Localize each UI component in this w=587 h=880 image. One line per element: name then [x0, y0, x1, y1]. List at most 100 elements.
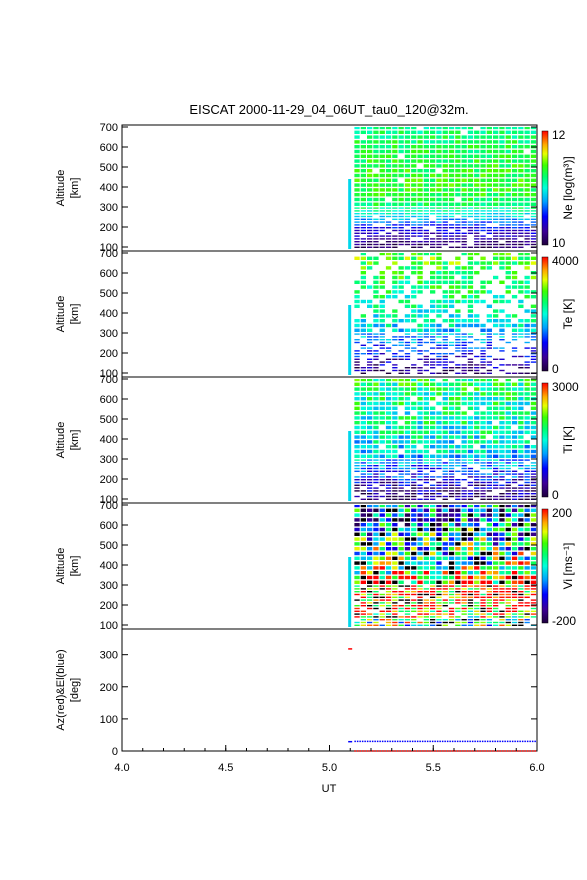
heatmap-cell [430, 621, 436, 624]
heatmap-cell [455, 406, 461, 410]
heatmap-cell [373, 243, 379, 246]
heatmap-cell [379, 369, 385, 372]
heatmap-cell [499, 213, 505, 215]
heatmap-cell [530, 261, 537, 265]
heatmap-cell [486, 613, 492, 615]
heatmap-cell [436, 344, 442, 346]
heatmap-cell [417, 369, 423, 372]
heatmap-cell [430, 406, 436, 410]
heatmap-cell [392, 401, 398, 406]
heatmap-cell [411, 591, 417, 593]
heatmap-cell [486, 347, 492, 349]
heatmap-cell [474, 397, 480, 401]
heatmap-cell [480, 561, 486, 565]
y-tick-label: 300 [100, 580, 118, 592]
heatmap-cell [461, 221, 467, 223]
heatmap-cell [430, 241, 436, 243]
heatmap-cell [499, 527, 505, 532]
heatmap-cell [417, 193, 423, 197]
heatmap-cell [360, 382, 366, 386]
heatmap-cell [354, 599, 360, 601]
heatmap-cell [474, 591, 480, 593]
heatmap-cell [474, 505, 480, 508]
heatmap-cell [524, 178, 530, 182]
heatmap-cell [373, 518, 379, 522]
heatmap-cell [367, 602, 373, 604]
heatmap-cell [398, 382, 404, 386]
heatmap-cell [392, 243, 398, 246]
heatmap-cell [360, 397, 366, 401]
heatmap-cell [524, 213, 530, 215]
heatmap-cell [417, 280, 423, 284]
heatmap-cell [411, 382, 417, 386]
heatmap-cell [448, 416, 455, 420]
heatmap-cell [354, 243, 360, 246]
heatmap-cell [486, 610, 492, 612]
heatmap-cell [404, 416, 411, 420]
heatmap-cell [436, 333, 442, 335]
heatmap-cell [455, 449, 461, 454]
heatmap-cell [423, 202, 429, 206]
heatmap-cell [442, 421, 448, 425]
heatmap-cell [354, 591, 360, 593]
heatmap-cell [404, 135, 411, 139]
heatmap-cell [423, 454, 429, 458]
heatmap-cell [486, 607, 492, 610]
heatmap-cell [398, 285, 404, 289]
heatmap-cell [367, 435, 373, 439]
heatmap-cell [367, 218, 373, 220]
heatmap-cell [448, 353, 455, 355]
heatmap-cell [442, 197, 448, 202]
heatmap-cell [417, 224, 423, 226]
heatmap-cell [379, 202, 385, 206]
heatmap-cell [411, 159, 417, 163]
heatmap-cell [505, 221, 511, 223]
heatmap-cell [486, 473, 492, 475]
heatmap-cell [505, 210, 511, 212]
heatmap-cell [486, 397, 492, 401]
heatmap-cell [461, 238, 467, 240]
heatmap-cell [511, 207, 518, 209]
heatmap-cell [392, 571, 398, 575]
heatmap-cell [505, 387, 511, 391]
heatmap-cell [461, 580, 467, 584]
heatmap-cell [505, 341, 511, 344]
heatmap-cell [360, 261, 366, 265]
heatmap-cell [518, 513, 524, 517]
heatmap-cell [385, 243, 392, 246]
heatmap-cell [505, 256, 511, 260]
heatmap-cell [411, 527, 417, 532]
heatmap-cell [474, 566, 480, 570]
heatmap-cell [417, 498, 423, 500]
heatmap-cell [448, 361, 455, 363]
heatmap-cell [493, 613, 499, 615]
heatmap-cell [379, 280, 385, 284]
heatmap-cell [367, 421, 373, 425]
heatmap-cell [461, 551, 467, 556]
heatmap-cell [373, 607, 379, 610]
heatmap-cell [530, 484, 537, 486]
heatmap-cell [461, 397, 467, 401]
heatmap-cell [423, 624, 429, 626]
heatmap-cell [505, 232, 511, 234]
heatmap-cell [474, 406, 480, 410]
heatmap-cell [505, 227, 511, 229]
heatmap-cell [467, 193, 474, 197]
heatmap-cell [480, 224, 486, 226]
heatmap-cell [367, 406, 373, 410]
heatmap-cell [524, 361, 530, 363]
heatmap-cell [518, 241, 524, 243]
heatmap-cell [511, 218, 518, 220]
heatmap-cell [505, 566, 511, 570]
colorbar-label: Ti [K] [561, 426, 575, 454]
heatmap-cell [367, 387, 373, 391]
heatmap-cell [385, 585, 392, 587]
heatmap-cell [474, 271, 480, 275]
heatmap-cell [461, 154, 467, 158]
heatmap-cell [398, 561, 404, 565]
heatmap-cell [411, 498, 417, 500]
heatmap-cell [493, 387, 499, 391]
heatmap-cell [455, 580, 461, 584]
heatmap-cell [493, 159, 499, 163]
heatmap-cell [442, 372, 448, 374]
